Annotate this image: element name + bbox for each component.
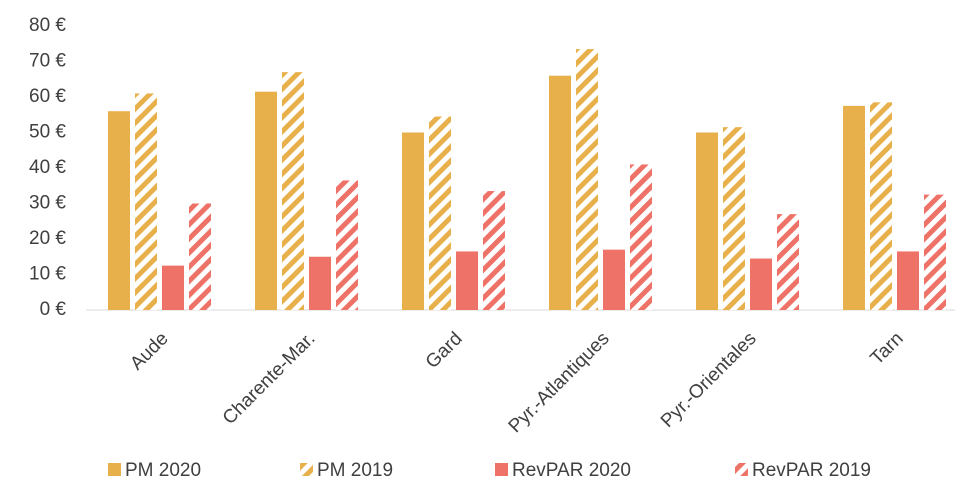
legend-label: PM 2019: [317, 460, 393, 481]
bar: [897, 251, 919, 310]
y-tick-label: 10 €: [29, 264, 66, 285]
y-tick-label: 80 €: [29, 15, 66, 36]
bar: [483, 191, 505, 310]
legend-swatch: [735, 463, 748, 476]
bar: [576, 49, 598, 310]
bar: [603, 249, 625, 310]
legend-label: PM 2020: [125, 460, 201, 481]
bar: [696, 132, 718, 310]
bar: [162, 265, 184, 310]
legend-swatch: [108, 463, 121, 476]
bar: [309, 256, 331, 310]
bar: [402, 132, 424, 310]
y-tick-label: 40 €: [29, 157, 66, 178]
bar: [255, 91, 277, 310]
y-tick-label: 60 €: [29, 86, 66, 107]
bar: [336, 180, 358, 310]
bar: [282, 72, 304, 311]
x-tick-label: Pyr.-Orientales: [657, 328, 761, 432]
bar: [189, 203, 211, 310]
bar: [723, 127, 745, 310]
y-tick-label: 50 €: [29, 122, 66, 143]
x-tick-label: Gard: [422, 328, 467, 373]
x-tick-label: Pyr.-Atlantiques: [505, 328, 614, 437]
bar: [456, 251, 478, 310]
bar: [135, 93, 157, 310]
bar: [777, 214, 799, 310]
legend-label: RevPAR 2020: [512, 460, 631, 481]
y-tick-label: 30 €: [29, 193, 66, 214]
bar: [750, 258, 772, 310]
bar: [924, 194, 946, 310]
legend-label: RevPAR 2019: [752, 460, 871, 481]
bar: [630, 164, 652, 310]
y-tick-label: 70 €: [29, 51, 66, 72]
x-tick-label: Aude: [126, 328, 172, 374]
bar: [429, 116, 451, 311]
bar: [108, 111, 130, 310]
x-tick-label: Charente-Mar.: [219, 328, 320, 429]
bar: [843, 105, 865, 310]
legend-swatch: [495, 463, 508, 476]
bar: [870, 102, 892, 310]
y-tick-label: 20 €: [29, 228, 66, 249]
legend-swatch: [300, 463, 313, 476]
x-tick-label: Tarn: [867, 328, 908, 369]
bar: [549, 75, 571, 310]
y-tick-label: 0 €: [40, 299, 67, 320]
